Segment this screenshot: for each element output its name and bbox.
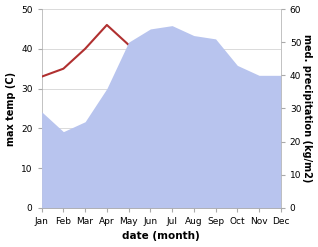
Y-axis label: max temp (C): max temp (C) (5, 71, 16, 145)
X-axis label: date (month): date (month) (122, 231, 200, 242)
Y-axis label: med. precipitation (kg/m2): med. precipitation (kg/m2) (302, 34, 313, 183)
